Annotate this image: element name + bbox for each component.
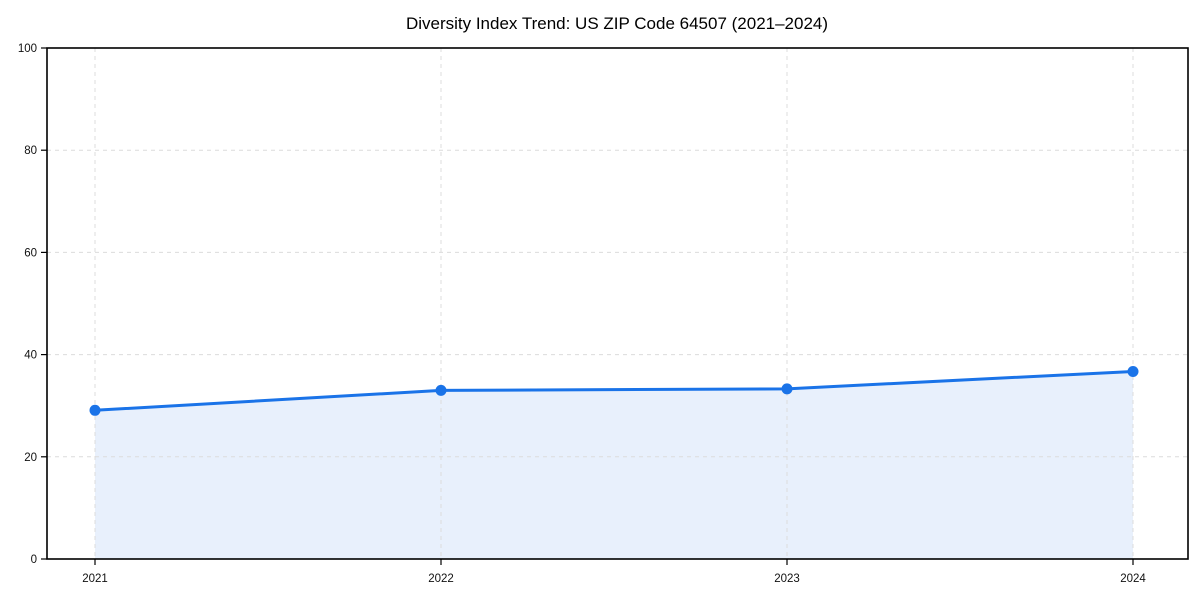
area-fill — [95, 371, 1133, 559]
axes-layer: 0 20 40 60 80 100 2021 2022 2023 2024 — [18, 43, 1189, 585]
y-tick-label-0: 0 — [31, 554, 37, 566]
data-point-2022 — [435, 384, 447, 396]
area-fill-layer — [95, 371, 1133, 559]
chart-title: Diversity Index Trend: US ZIP Code 64507… — [406, 14, 828, 33]
x-tick-label-2023: 2023 — [774, 573, 800, 585]
y-tick-label-100: 100 — [18, 43, 37, 55]
data-point-2021 — [89, 404, 101, 416]
y-tick-label-60: 60 — [24, 247, 37, 259]
trend-line — [93, 369, 1135, 412]
data-point-2023 — [781, 383, 793, 395]
x-tick-label-2022: 2022 — [428, 573, 454, 585]
y-tick-label-80: 80 — [24, 145, 37, 157]
x-tick-label-2024: 2024 — [1120, 573, 1146, 585]
series-layer — [89, 365, 1139, 416]
y-tick-label-40: 40 — [24, 350, 37, 362]
plot-border — [46, 47, 1189, 560]
y-tick-label-20: 20 — [24, 452, 37, 464]
data-point-2024 — [1127, 365, 1139, 377]
x-tick-label-2021: 2021 — [82, 573, 108, 585]
